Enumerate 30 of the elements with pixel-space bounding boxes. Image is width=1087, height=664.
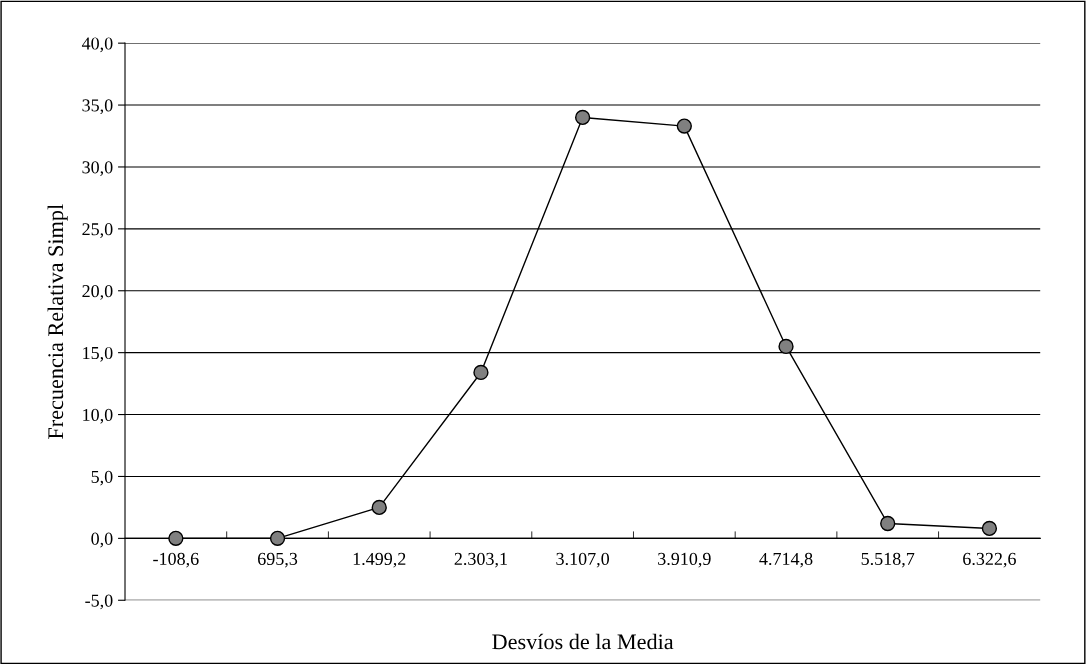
- point: [473, 364, 489, 381]
- x-tick-label: 6.322,6: [963, 552, 1016, 568]
- point: [168, 530, 184, 546]
- y-tick-label: -5,0: [85, 594, 113, 610]
- point: [778, 338, 794, 355]
- y-tick-label: 10,0: [83, 408, 113, 424]
- x-tick-label: 4.714,8: [759, 552, 813, 568]
- y-tick-label: 20,0: [82, 285, 113, 300]
- x-axis-title: Desvíos de la Media: [492, 633, 674, 650]
- y-tick-label: 40,0: [81, 37, 113, 53]
- x-tick-label: 3.107,0: [556, 552, 610, 568]
- y-tick-label: 30,0: [82, 161, 113, 176]
- x-tick-label: 695,3: [258, 552, 298, 568]
- point: [371, 499, 387, 516]
- x-tick-label: 2.303,1: [454, 552, 507, 568]
- point: [269, 530, 286, 546]
- point: [981, 520, 998, 537]
- x-tick-label: 5.518,7: [861, 552, 915, 568]
- point: [574, 109, 591, 126]
- y-tick-label: 15,0: [83, 346, 113, 362]
- x-tick-label: 1.499,2: [353, 552, 406, 568]
- x-tick-label: 3.910,9: [658, 552, 711, 568]
- point: [880, 515, 896, 532]
- point: [676, 118, 692, 134]
- y-axis-title: Frecuencia Relativa Simpl: [47, 204, 68, 439]
- y-tick-label: 25,0: [82, 223, 113, 238]
- y-tick-label: 35,0: [82, 99, 113, 115]
- y-tick-label: 5,0: [91, 470, 113, 486]
- y-tick-label: 0,0: [91, 532, 113, 548]
- x-tick-label: -108,6: [153, 552, 199, 568]
